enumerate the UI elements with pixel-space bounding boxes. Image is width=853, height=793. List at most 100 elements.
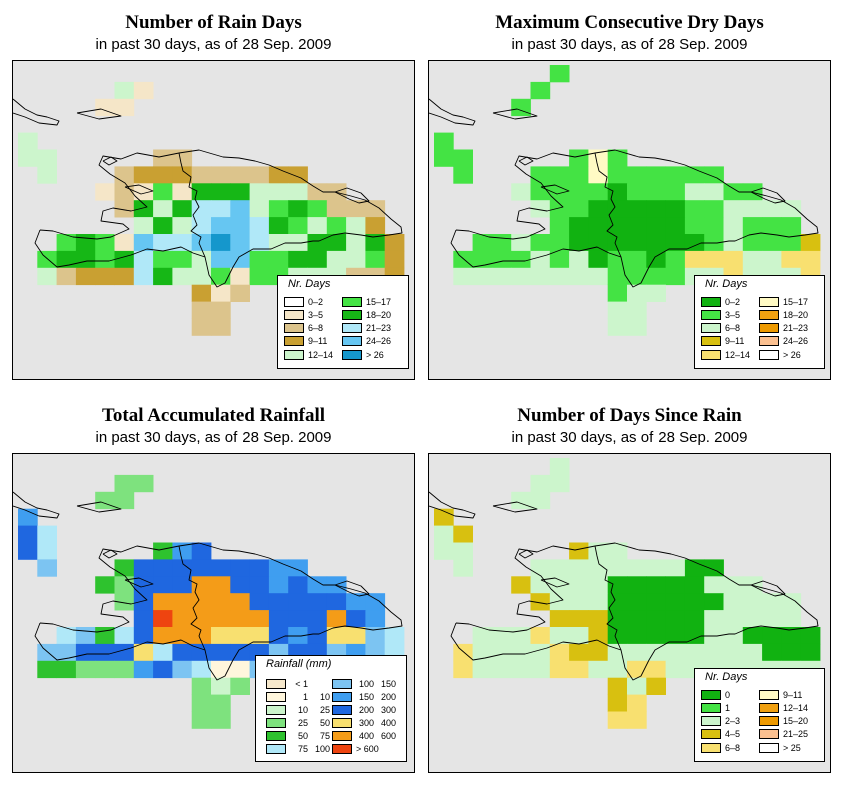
grid-cell bbox=[211, 200, 231, 218]
grid-cell bbox=[762, 610, 782, 628]
grid-cell bbox=[646, 250, 666, 269]
legend-label: 1 bbox=[725, 702, 731, 713]
grid-cell bbox=[530, 559, 551, 577]
legend-range-low: 300 bbox=[358, 717, 374, 728]
grid-cell bbox=[133, 183, 154, 201]
legend-item: > 25 bbox=[759, 742, 801, 753]
grid-cell bbox=[472, 250, 493, 269]
legend-item: 75 100 bbox=[266, 743, 330, 754]
grid-cell bbox=[268, 250, 289, 269]
legend-since-rain: Nr. Days 0 1 2–3 4–5 6–8 9–11 12–14 15–20 21–25 >… bbox=[694, 668, 825, 762]
grid-cells bbox=[434, 65, 821, 336]
grid-cell bbox=[646, 660, 666, 679]
grid-cell bbox=[37, 267, 57, 286]
grid-cell bbox=[684, 234, 705, 252]
grid-cell bbox=[191, 183, 212, 201]
grid-cell bbox=[75, 627, 96, 645]
grid-cell bbox=[230, 559, 250, 577]
grid-cell bbox=[646, 217, 666, 235]
grid-cell bbox=[549, 576, 570, 594]
grid-cell bbox=[549, 65, 570, 83]
grid-cell bbox=[95, 660, 115, 679]
grid-cell bbox=[133, 267, 154, 286]
legend-swatch bbox=[701, 336, 721, 347]
legend-item: 2–3 bbox=[701, 716, 740, 727]
grid-cell bbox=[530, 491, 551, 510]
country-border bbox=[178, 545, 206, 651]
coastline-segment bbox=[76, 108, 122, 120]
legend-swatch bbox=[759, 729, 779, 740]
grid-cell bbox=[627, 610, 647, 628]
grid-cell bbox=[762, 217, 782, 235]
grid-cell bbox=[153, 643, 173, 662]
legend-item: 15–17 bbox=[342, 296, 391, 307]
grid-cell bbox=[211, 183, 231, 201]
map-frame bbox=[428, 60, 831, 380]
legend-swatch bbox=[284, 309, 304, 320]
grid-cell bbox=[511, 576, 531, 594]
grid-cell bbox=[704, 183, 724, 201]
grid-cell bbox=[530, 660, 551, 679]
grid-cell bbox=[211, 166, 231, 184]
grid-cell bbox=[491, 267, 512, 286]
grid-cell bbox=[288, 250, 308, 269]
legend-range-low: > 600 bbox=[356, 743, 379, 754]
legend-swatch bbox=[701, 702, 721, 713]
grid-cell bbox=[781, 627, 802, 645]
grid-cell bbox=[588, 166, 609, 184]
grid-cell bbox=[230, 284, 250, 302]
grid-cell bbox=[569, 267, 589, 286]
grid-cell bbox=[365, 250, 386, 269]
grid-cell bbox=[114, 593, 135, 611]
grid-cell bbox=[95, 183, 115, 201]
grid-cell bbox=[530, 200, 551, 218]
panel-title: Number of Days Since Rain bbox=[517, 405, 742, 426]
grid-cell bbox=[762, 593, 782, 611]
grid-cell bbox=[742, 627, 763, 645]
coastline-segment bbox=[540, 184, 570, 195]
grid-cell bbox=[742, 234, 763, 252]
grid-cell bbox=[75, 660, 96, 679]
grid-cell bbox=[37, 559, 57, 577]
grid-cell bbox=[133, 81, 154, 100]
grid-cell bbox=[569, 542, 589, 560]
grid-cell bbox=[742, 217, 763, 235]
grid-cell bbox=[723, 593, 744, 611]
grid-cell bbox=[588, 610, 609, 628]
grid-cell bbox=[723, 200, 744, 218]
panel-title: Maximum Consecutive Dry Days bbox=[495, 12, 764, 33]
grid-cell bbox=[607, 267, 628, 286]
legend-swatch bbox=[759, 702, 779, 713]
grid-cell bbox=[723, 643, 744, 662]
grid-cell bbox=[133, 217, 154, 235]
grid-cell bbox=[453, 250, 473, 269]
grid-cell bbox=[172, 643, 193, 662]
grid-cell bbox=[365, 610, 386, 628]
grid-cell bbox=[37, 149, 57, 167]
legend-swatch bbox=[701, 296, 721, 307]
legend-range-low: 10 bbox=[297, 704, 308, 715]
legend-item: 100 150 bbox=[332, 678, 396, 689]
legend-range-low: 100 bbox=[358, 678, 374, 689]
legend-swatch bbox=[342, 309, 362, 320]
grid-cell bbox=[781, 217, 802, 235]
grid-cell bbox=[472, 643, 493, 662]
grid-cell bbox=[133, 200, 154, 218]
grid-cell bbox=[230, 183, 250, 201]
grid-cell bbox=[434, 132, 454, 150]
grid-cell bbox=[172, 627, 193, 645]
legend-item: 1 10 bbox=[266, 691, 330, 702]
coastline-segment bbox=[429, 98, 476, 126]
grid-cell bbox=[365, 200, 386, 218]
grid-cell bbox=[230, 267, 250, 286]
grid-cell bbox=[684, 610, 705, 628]
grid-cell bbox=[18, 132, 38, 150]
legend-range-high: 150 bbox=[380, 678, 396, 689]
legend-item: 18–20 bbox=[342, 309, 391, 320]
legend-label: 9–11 bbox=[725, 336, 745, 347]
legend-label: 21–23 bbox=[783, 323, 809, 334]
grid-cell bbox=[114, 98, 135, 117]
grid-cell bbox=[704, 200, 724, 218]
country-border bbox=[178, 152, 206, 258]
grid-cell bbox=[491, 250, 512, 269]
